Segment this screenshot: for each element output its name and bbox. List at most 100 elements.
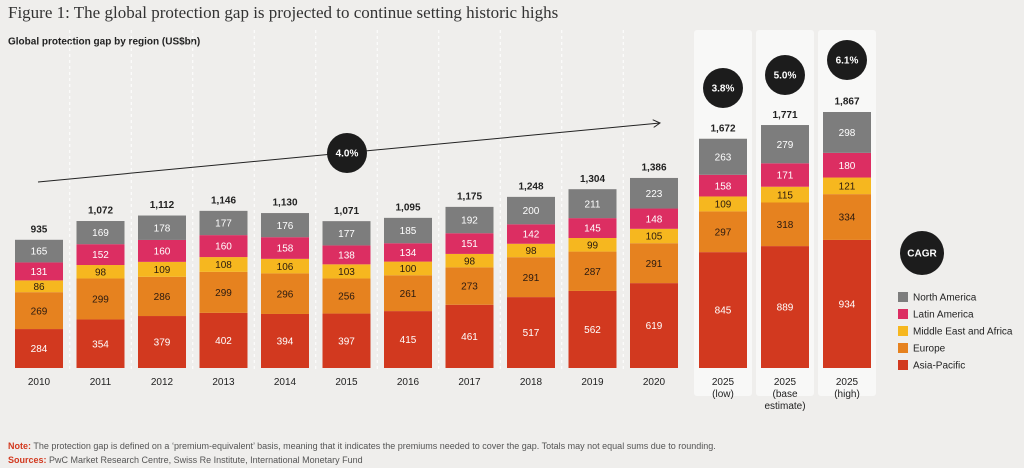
bar-segment [261, 237, 309, 259]
segment-label: 889 [777, 303, 794, 314]
segment-label: 138 [338, 251, 355, 262]
bar-segment [322, 264, 371, 279]
bar-segment [76, 244, 125, 266]
total-label: 1,672 [710, 123, 735, 134]
bar-segment [445, 267, 494, 305]
segment-label: 286 [154, 292, 171, 303]
x-tick-label: 2019 [581, 377, 604, 388]
bar-segment [384, 217, 432, 244]
segment-label: 152 [92, 250, 109, 261]
segment-label: 397 [338, 336, 355, 347]
cagr-circle [827, 40, 867, 80]
segment-label: 98 [525, 246, 537, 257]
note-label: Note: [8, 441, 31, 451]
bar-segment [199, 312, 248, 368]
bar-segment [568, 218, 617, 239]
cagr-circle [703, 68, 743, 108]
segment-label: 169 [92, 228, 109, 239]
bar-segment [507, 224, 555, 244]
legend-swatch [898, 292, 908, 302]
x-tick-line: 2012 [151, 377, 174, 388]
bar-segment [199, 271, 248, 313]
x-tick-label: 2016 [397, 377, 420, 388]
segment-label: 180 [839, 161, 856, 172]
legend-label: Latin America [913, 310, 974, 321]
x-tick-line: (high) [834, 389, 860, 400]
total-label: 1,071 [334, 206, 359, 217]
bar-segment [76, 278, 125, 320]
x-tick-line: 2017 [458, 377, 481, 388]
segment-label: 297 [715, 227, 732, 238]
x-tick-line: 2011 [90, 377, 112, 388]
segment-label: 261 [400, 289, 417, 300]
total-label: 1,072 [88, 206, 113, 217]
bar-segment [261, 313, 309, 368]
bar-segment [384, 311, 432, 368]
segment-label: 185 [400, 226, 417, 237]
x-tick-label: 2018 [520, 377, 543, 388]
bar-segment [507, 196, 555, 225]
bar-segment [761, 186, 809, 203]
bar-segment [823, 177, 871, 195]
segment-label: 106 [277, 262, 294, 273]
segment-label: 291 [523, 273, 540, 284]
x-tick-label: 2025 (low) [712, 377, 735, 400]
total-label: 1,304 [580, 174, 605, 185]
segment-label: 99 [587, 240, 599, 251]
bar-segment [445, 253, 494, 268]
segment-label: 105 [646, 232, 663, 243]
bar-segment [699, 211, 747, 253]
segment-label: 256 [338, 292, 355, 303]
legend-swatch [898, 326, 908, 336]
segment-label: 287 [584, 267, 601, 278]
legend-label: Middle East and Africa [913, 327, 1013, 338]
x-tick-line: 2015 [335, 377, 358, 388]
bar-segment [823, 194, 871, 240]
x-tick-line: (low) [712, 389, 734, 400]
segment-label: 177 [215, 219, 232, 230]
bar-segment [507, 297, 555, 368]
segment-label: 318 [777, 220, 794, 231]
chart-title: Figure 1: The global protection gap is p… [8, 3, 558, 22]
cagr-label: 5.0% [774, 71, 797, 82]
x-tick-line: estimate) [764, 401, 805, 412]
cagr-circle [765, 55, 805, 95]
segment-label: 269 [31, 306, 48, 317]
bar-segment [261, 273, 309, 314]
bar-segment [761, 246, 809, 368]
segment-label: 223 [646, 189, 663, 200]
x-tick-line: 2019 [581, 377, 604, 388]
segment-label: 178 [154, 223, 171, 234]
legend-label: North America [913, 293, 977, 304]
segment-label: 299 [92, 295, 109, 306]
segment-label: 273 [461, 282, 478, 293]
segment-label: 211 [585, 199, 601, 210]
legend-cagr-circle [900, 231, 944, 275]
bar-segment [445, 206, 494, 234]
x-tick-label: 2020 [643, 377, 666, 388]
bar-segment [699, 252, 747, 368]
segment-label: 279 [777, 140, 794, 151]
bar-segment [445, 233, 494, 254]
x-tick-label: 2017 [458, 377, 481, 388]
segment-label: 177 [338, 229, 355, 240]
bar-segment [138, 215, 186, 240]
bar-segment [15, 329, 63, 368]
bar-segment [76, 319, 125, 368]
segment-label: 394 [277, 337, 294, 348]
segment-label: 299 [215, 288, 232, 299]
legend-swatch [898, 309, 908, 319]
segment-label: 379 [154, 338, 171, 349]
segment-label: 415 [400, 335, 417, 346]
segment-label: 145 [584, 224, 601, 235]
total-label: 1,146 [211, 196, 236, 207]
segment-label: 121 [839, 181, 856, 192]
segment-label: 284 [31, 344, 48, 355]
segment-label: 176 [277, 221, 294, 232]
segment-label: 131 [31, 267, 48, 278]
plot: 284 269 86 131 165 935 2010 354 299 98 152 169 1,072… [15, 40, 1013, 412]
segment-label: 109 [154, 265, 171, 276]
x-tick-label: 2013 [212, 377, 235, 388]
total-label: 1,095 [395, 202, 420, 213]
